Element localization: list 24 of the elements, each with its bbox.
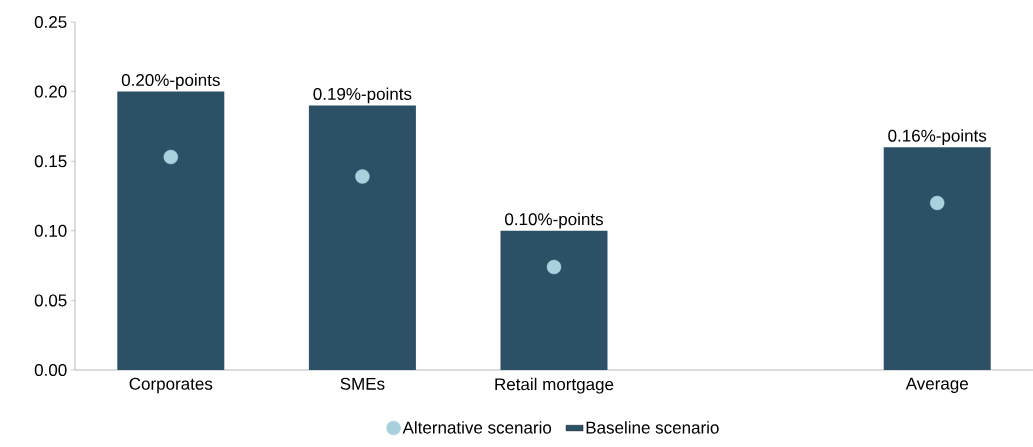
bar	[117, 91, 225, 370]
point	[355, 169, 370, 184]
legend-label: Alternative scenario	[402, 421, 552, 434]
point	[930, 195, 945, 211]
point	[163, 149, 178, 165]
y-tick-label: 0.25	[34, 15, 67, 29]
y-tick-label: 0.15	[34, 155, 67, 168]
data-label: 0.10%-points	[505, 212, 603, 229]
x-tick-label: Corporates	[129, 377, 213, 394]
x-tick-label: Average	[905, 377, 968, 393]
y-tick-label: 0.20	[34, 85, 67, 98]
data-label: 0.19%-points	[313, 87, 412, 104]
data-label: 0.20%-points	[121, 73, 220, 90]
x-tick-label: Retail mortgage	[495, 377, 614, 394]
y-tick-label: 0.05	[34, 294, 67, 307]
point	[546, 259, 562, 275]
y-tick-label: 0.00	[34, 363, 67, 377]
x-tick-label: SMEs	[340, 377, 385, 390]
y-tick-label: 0.10	[34, 224, 67, 237]
bar	[500, 230, 608, 370]
bar	[308, 105, 416, 370]
bar	[883, 147, 991, 370]
data-label: 0.16%-points	[888, 129, 987, 146]
legend-label: Baseline scenario	[586, 421, 719, 434]
